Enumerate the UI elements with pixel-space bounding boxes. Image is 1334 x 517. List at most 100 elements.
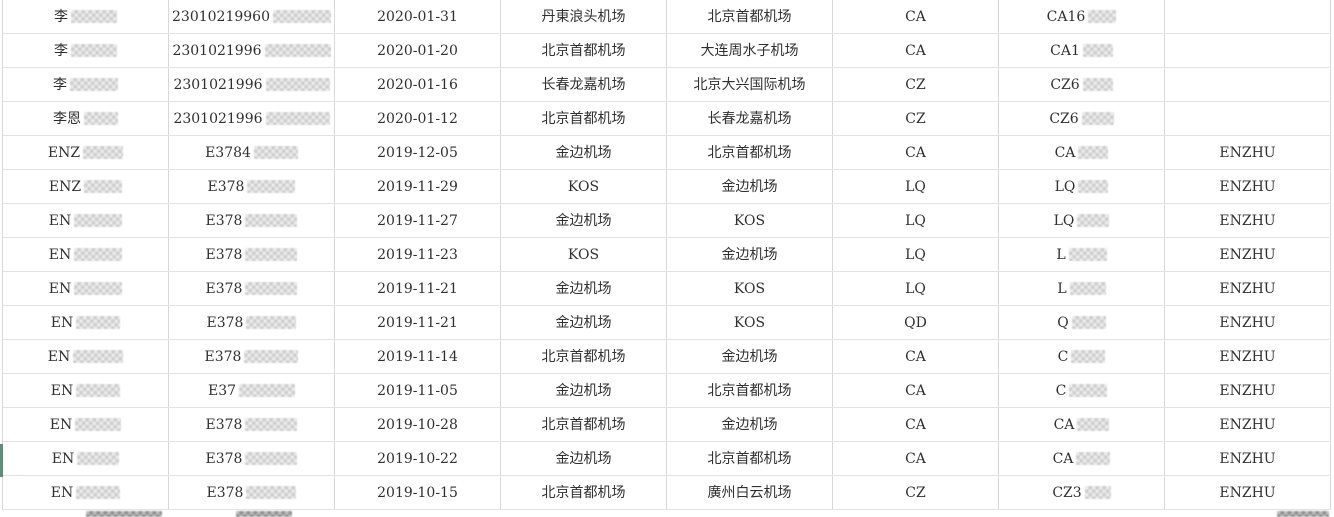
cell-departure-airport[interactable]: 丹東浪头机场 (501, 0, 667, 33)
cell-arrival-airport[interactable]: KOS (667, 204, 833, 237)
cell-passenger-name[interactable]: 李 (3, 0, 169, 33)
cell-account-name[interactable]: ENZHU (1165, 170, 1331, 203)
cell-flight-number[interactable]: CA (999, 442, 1165, 475)
cell-departure-airport[interactable]: 金边机场 (501, 374, 667, 407)
cell-passenger-name[interactable]: ENZ (3, 170, 169, 203)
cell-passenger-name[interactable]: EN (3, 306, 169, 339)
cell-flight-date[interactable]: 2019-11-14 (335, 340, 501, 373)
cell-account-name[interactable]: ENZHU (1165, 442, 1331, 475)
cell-flight-date[interactable]: 2019-10-28 (335, 408, 501, 441)
cell-departure-airport[interactable]: 北京首都机场 (501, 34, 667, 67)
cell-id-number[interactable]: 2301021996 (169, 68, 335, 101)
cell-arrival-airport[interactable]: 北京首都机场 (667, 374, 833, 407)
cell-flight-number[interactable]: CZ6 (999, 68, 1165, 101)
cell-arrival-airport[interactable]: 大连周水子机场 (667, 34, 833, 67)
cell-passenger-name[interactable]: EN (3, 442, 169, 475)
cell-airline-code[interactable]: CZ (833, 476, 999, 509)
cell-id-number[interactable]: 2301021996 (169, 102, 335, 135)
cell-account-name[interactable] (1165, 68, 1331, 101)
cell-arrival-airport[interactable]: 金边机场 (667, 340, 833, 373)
cell-passenger-name[interactable]: EN (3, 408, 169, 441)
cell-passenger-name[interactable]: 李恩 (3, 102, 169, 135)
cell-id-number[interactable]: 2301021996 (169, 34, 335, 67)
cell-flight-date[interactable]: 2019-10-15 (335, 476, 501, 509)
cell-account-name[interactable]: ENZHU (1165, 204, 1331, 237)
cell-id-number[interactable]: E378 (169, 442, 335, 475)
cell-id-number[interactable]: E378 (169, 272, 335, 305)
cell-departure-airport[interactable]: 金边机场 (501, 136, 667, 169)
cell-account-name[interactable]: ENZHU (1165, 136, 1331, 169)
cell-departure-airport[interactable]: KOS (501, 170, 667, 203)
cell-flight-number[interactable]: Q (999, 306, 1165, 339)
cell-flight-number[interactable]: CZ3 (999, 476, 1165, 509)
cell-passenger-name[interactable]: EN (3, 476, 169, 509)
cell-flight-number[interactable]: L (999, 272, 1165, 305)
cell-airline-code[interactable]: LQ (833, 272, 999, 305)
cell-airline-code[interactable]: CA (833, 374, 999, 407)
cell-passenger-name[interactable]: ENZ (3, 136, 169, 169)
cell-flight-date[interactable]: 2019-12-05 (335, 136, 501, 169)
cell-departure-airport[interactable]: 金边机场 (501, 306, 667, 339)
cell-flight-number[interactable]: CA (999, 136, 1165, 169)
cell-airline-code[interactable]: CA (833, 340, 999, 373)
cell-id-number[interactable]: E378 (169, 306, 335, 339)
cell-flight-number[interactable]: C (999, 340, 1165, 373)
cell-arrival-airport[interactable]: 廣州白云机场 (667, 476, 833, 509)
cell-account-name[interactable] (1165, 0, 1331, 33)
cell-id-number[interactable]: 23010219960 (169, 0, 335, 33)
cell-airline-code[interactable]: CA (833, 136, 999, 169)
cell-airline-code[interactable]: CZ (833, 102, 999, 135)
cell-flight-date[interactable]: 2020-01-16 (335, 68, 501, 101)
cell-airline-code[interactable]: CA (833, 408, 999, 441)
cell-departure-airport[interactable]: 北京首都机场 (501, 408, 667, 441)
cell-airline-code[interactable]: QD (833, 306, 999, 339)
cell-departure-airport[interactable]: 北京首都机场 (501, 476, 667, 509)
cell-departure-airport[interactable]: 北京首都机场 (501, 102, 667, 135)
cell-airline-code[interactable]: CA (833, 34, 999, 67)
cell-account-name[interactable]: ENZHU (1165, 408, 1331, 441)
cell-departure-airport[interactable]: 长春龙嘉机场 (501, 68, 667, 101)
cell-passenger-name[interactable]: EN (3, 340, 169, 373)
cell-arrival-airport[interactable]: 北京大兴国际机场 (667, 68, 833, 101)
cell-flight-date[interactable]: 2019-10-22 (335, 442, 501, 475)
cell-flight-date[interactable]: 2019-11-21 (335, 306, 501, 339)
cell-flight-date[interactable]: 2019-11-05 (335, 374, 501, 407)
cell-departure-airport[interactable]: 金边机场 (501, 442, 667, 475)
cell-flight-number[interactable]: CZ6 (999, 102, 1165, 135)
cell-arrival-airport[interactable]: 北京首都机场 (667, 442, 833, 475)
cell-passenger-name[interactable]: EN (3, 238, 169, 271)
cell-arrival-airport[interactable]: KOS (667, 306, 833, 339)
cell-airline-code[interactable]: CZ (833, 68, 999, 101)
cell-departure-airport[interactable]: 北京首都机场 (501, 340, 667, 373)
cell-flight-number[interactable]: L (999, 238, 1165, 271)
cell-account-name[interactable]: ENZHU (1165, 238, 1331, 271)
cell-departure-airport[interactable]: KOS (501, 238, 667, 271)
cell-flight-date[interactable]: 2019-11-29 (335, 170, 501, 203)
cell-departure-airport[interactable]: 金边机场 (501, 204, 667, 237)
cell-id-number[interactable]: E378 (169, 408, 335, 441)
cell-flight-date[interactable]: 2019-11-27 (335, 204, 501, 237)
cell-flight-date[interactable]: 2020-01-20 (335, 34, 501, 67)
cell-id-number[interactable]: E3784 (169, 136, 335, 169)
cell-flight-date[interactable]: 2020-01-12 (335, 102, 501, 135)
cell-id-number[interactable]: E378 (169, 170, 335, 203)
cell-id-number[interactable]: E37 (169, 374, 335, 407)
cell-arrival-airport[interactable]: 金边机场 (667, 170, 833, 203)
cell-passenger-name[interactable]: EN (3, 204, 169, 237)
cell-airline-code[interactable]: LQ (833, 170, 999, 203)
cell-flight-date[interactable]: 2020-01-31 (335, 0, 501, 33)
cell-arrival-airport[interactable]: 金边机场 (667, 408, 833, 441)
cell-arrival-airport[interactable]: 北京首都机场 (667, 0, 833, 33)
cell-id-number[interactable]: E378 (169, 340, 335, 373)
cell-flight-number[interactable]: LQ (999, 170, 1165, 203)
cell-passenger-name[interactable]: 李 (3, 34, 169, 67)
cell-flight-number[interactable]: C (999, 374, 1165, 407)
cell-arrival-airport[interactable]: KOS (667, 272, 833, 305)
cell-flight-date[interactable]: 2019-11-21 (335, 272, 501, 305)
cell-passenger-name[interactable]: EN (3, 272, 169, 305)
cell-arrival-airport[interactable]: 北京首都机场 (667, 136, 833, 169)
cell-flight-number[interactable]: LQ (999, 204, 1165, 237)
cell-id-number[interactable]: E378 (169, 204, 335, 237)
cell-arrival-airport[interactable]: 金边机场 (667, 238, 833, 271)
cell-account-name[interactable]: ENZHU (1165, 340, 1331, 373)
